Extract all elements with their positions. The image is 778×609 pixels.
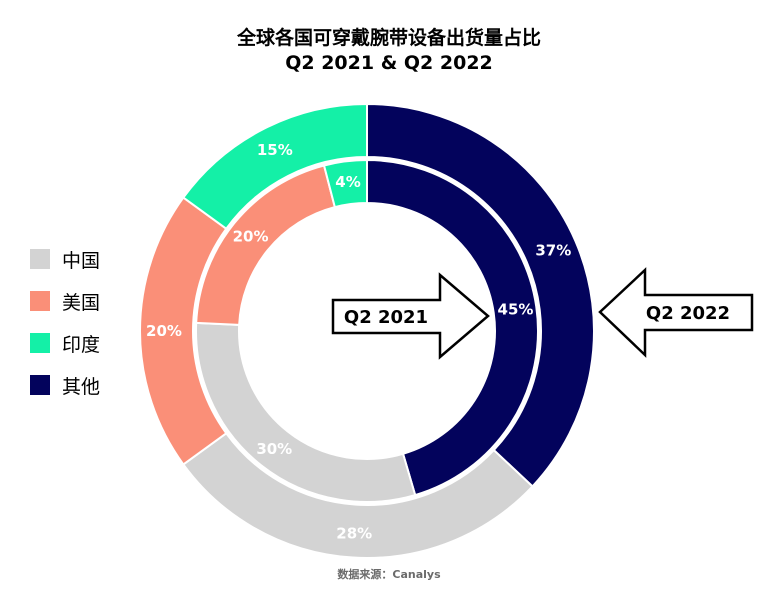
inner-label-india: 4%	[335, 173, 360, 191]
inner-label-china: 30%	[256, 440, 292, 458]
legend-label-china: 中国	[62, 249, 101, 272]
legend-label-usa: 美国	[62, 291, 101, 314]
title-line-1: 全球各国可穿戴腕带设备出货量占比	[236, 27, 541, 49]
arrow-label-q2-2022: Q2 2022	[646, 303, 730, 324]
outer-slice-india	[181, 102, 368, 231]
legend-item-usa: 美国	[30, 280, 100, 322]
title-line-2: Q2 2021 & Q2 2022	[285, 52, 493, 74]
legend-label-india: 印度	[62, 333, 101, 356]
legend-item-other: 其他	[30, 364, 100, 406]
inner-label-usa: 20%	[233, 227, 269, 245]
slice-labels: 45% 30% 20% 4% 37% 28% 20% 15%	[146, 141, 571, 542]
outer-label-india: 15%	[257, 141, 293, 159]
legend-swatch-china	[30, 249, 50, 269]
inner-slice-india	[322, 158, 368, 209]
outer-label-china: 28%	[336, 525, 372, 543]
inner-ring-q2-2021	[195, 158, 539, 503]
legend-swatch-usa	[30, 291, 50, 311]
legend-item-india: 印度	[30, 322, 100, 364]
legend-swatch-india	[30, 333, 50, 353]
chart-title: 全球各国可穿戴腕带设备出货量占比 Q2 2021 & Q2 2022	[0, 26, 778, 76]
arrow-q2-2021: Q2 2021	[331, 272, 490, 360]
legend-swatch-other	[30, 375, 50, 395]
source-note: 数据来源：Canalys	[337, 568, 441, 581]
outer-label-other: 37%	[535, 241, 571, 259]
inner-slice-other	[366, 158, 539, 497]
outer-label-usa: 20%	[146, 322, 182, 340]
legend-item-china: 中国	[30, 238, 100, 280]
legend: 中国 美国 印度 其他	[30, 238, 100, 406]
legend-label-other: 其他	[62, 375, 101, 398]
outer-slice-other	[366, 102, 595, 488]
arrow-q2-2022: Q2 2022	[598, 267, 754, 358]
inner-label-other: 45%	[498, 301, 534, 319]
arrow-label-q2-2021: Q2 2021	[344, 307, 428, 328]
outer-ring-q2-2022	[139, 102, 595, 559]
